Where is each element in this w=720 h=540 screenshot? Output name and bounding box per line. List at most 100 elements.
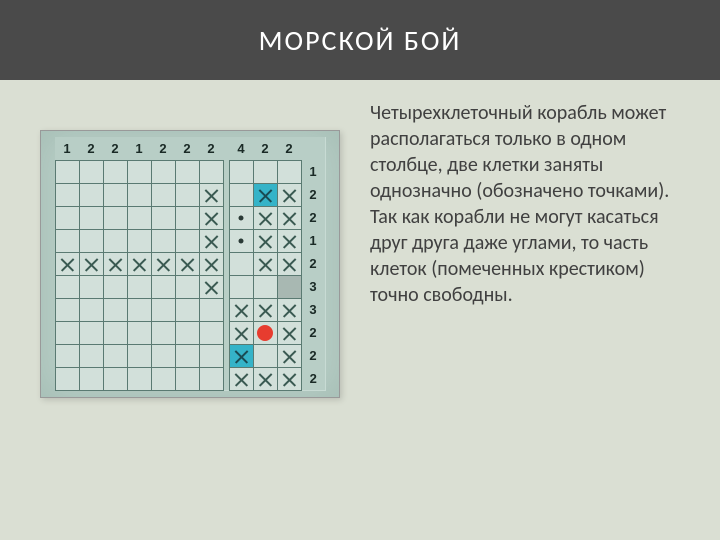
grid-cell bbox=[199, 229, 223, 252]
grid-cell bbox=[253, 229, 277, 252]
grid-cell bbox=[79, 321, 103, 344]
grid-cell bbox=[229, 229, 253, 252]
grid-photo: 12212224221221233222 bbox=[40, 130, 340, 398]
grid-cell bbox=[55, 321, 79, 344]
grid-cell bbox=[277, 252, 301, 275]
battleship-grid: 12212224221221233222 bbox=[55, 137, 326, 391]
grid-cell bbox=[199, 183, 223, 206]
grid-cell bbox=[229, 367, 253, 390]
grid-cell bbox=[151, 252, 175, 275]
grid-cell bbox=[199, 344, 223, 367]
grid-cell bbox=[103, 229, 127, 252]
content-area: 12212224221221233222 Четырехклеточный ко… bbox=[0, 80, 720, 540]
grid-cell bbox=[103, 344, 127, 367]
grid-cell bbox=[277, 160, 301, 183]
grid-cell bbox=[175, 160, 199, 183]
grid-cell bbox=[253, 275, 277, 298]
grid-cell bbox=[151, 183, 175, 206]
grid-cell bbox=[127, 252, 151, 275]
grid-cell bbox=[199, 321, 223, 344]
grid-cell bbox=[127, 298, 151, 321]
grid-cell bbox=[55, 183, 79, 206]
grid-cell bbox=[151, 229, 175, 252]
grid-cell bbox=[253, 321, 277, 344]
grid-cell bbox=[253, 367, 277, 390]
grid-cell bbox=[175, 367, 199, 390]
grid-cell bbox=[151, 275, 175, 298]
grid-cell bbox=[277, 229, 301, 252]
grid-cell bbox=[229, 344, 253, 367]
grid-cell bbox=[199, 298, 223, 321]
left-panel: 12212224221221233222 bbox=[30, 100, 350, 520]
grid-cell bbox=[79, 275, 103, 298]
grid-cell bbox=[277, 344, 301, 367]
grid-cell bbox=[55, 229, 79, 252]
grid-cell bbox=[229, 206, 253, 229]
grid-cell bbox=[127, 160, 151, 183]
grid-cell bbox=[199, 367, 223, 390]
grid-cell bbox=[229, 160, 253, 183]
grid-cell bbox=[79, 252, 103, 275]
grid-cell bbox=[175, 229, 199, 252]
grid-cell bbox=[229, 252, 253, 275]
grid-cell bbox=[103, 183, 127, 206]
grid-cell bbox=[151, 321, 175, 344]
grid-cell bbox=[253, 160, 277, 183]
grid-cell bbox=[127, 344, 151, 367]
grid-cell bbox=[127, 367, 151, 390]
grid-cell bbox=[103, 275, 127, 298]
grid-cell bbox=[55, 275, 79, 298]
grid-cell bbox=[127, 321, 151, 344]
grid-cell bbox=[277, 367, 301, 390]
grid-cell bbox=[253, 344, 277, 367]
grid-cell bbox=[229, 275, 253, 298]
grid-cell bbox=[103, 252, 127, 275]
grid-cell bbox=[55, 252, 79, 275]
grid-cell bbox=[175, 298, 199, 321]
grid-cell bbox=[229, 298, 253, 321]
grid-cell bbox=[55, 344, 79, 367]
grid-cell bbox=[277, 298, 301, 321]
grid-cell bbox=[55, 298, 79, 321]
grid-cell bbox=[253, 252, 277, 275]
grid-cell bbox=[199, 252, 223, 275]
grid-cell bbox=[79, 344, 103, 367]
grid-cell bbox=[175, 252, 199, 275]
grid-cell bbox=[79, 229, 103, 252]
title-bar: МОРСКОЙ БОЙ bbox=[0, 0, 720, 80]
grid-cell bbox=[175, 344, 199, 367]
grid-cell bbox=[127, 229, 151, 252]
grid-cell bbox=[127, 275, 151, 298]
grid-cell bbox=[127, 183, 151, 206]
grid-cell bbox=[175, 321, 199, 344]
right-panel: Четырехклеточный корабль может располага… bbox=[350, 100, 690, 520]
grid-cell bbox=[277, 275, 301, 298]
grid-cell bbox=[103, 367, 127, 390]
grid-cell bbox=[79, 367, 103, 390]
grid-cell bbox=[199, 160, 223, 183]
grid-cell bbox=[151, 367, 175, 390]
grid-cell bbox=[151, 206, 175, 229]
grid-cell bbox=[151, 298, 175, 321]
grid-cell bbox=[277, 206, 301, 229]
grid-cell bbox=[175, 275, 199, 298]
grid-cell bbox=[277, 183, 301, 206]
grid-cell bbox=[103, 321, 127, 344]
grid-cell bbox=[55, 206, 79, 229]
page-title: МОРСКОЙ БОЙ bbox=[259, 23, 462, 58]
grid-cell bbox=[103, 206, 127, 229]
grid-cell bbox=[151, 344, 175, 367]
grid-cell bbox=[79, 160, 103, 183]
grid-cell bbox=[103, 160, 127, 183]
grid-cell bbox=[55, 367, 79, 390]
grid-cell bbox=[253, 183, 277, 206]
grid-cell bbox=[79, 298, 103, 321]
slide: МОРСКОЙ БОЙ 12212224221221233222 Четырех… bbox=[0, 0, 720, 540]
grid-cell bbox=[55, 160, 79, 183]
grid-cell bbox=[229, 321, 253, 344]
grid-cell bbox=[199, 275, 223, 298]
grid-cell bbox=[199, 206, 223, 229]
grid-cell bbox=[277, 321, 301, 344]
grid-cell bbox=[253, 298, 277, 321]
grid-cell bbox=[175, 206, 199, 229]
